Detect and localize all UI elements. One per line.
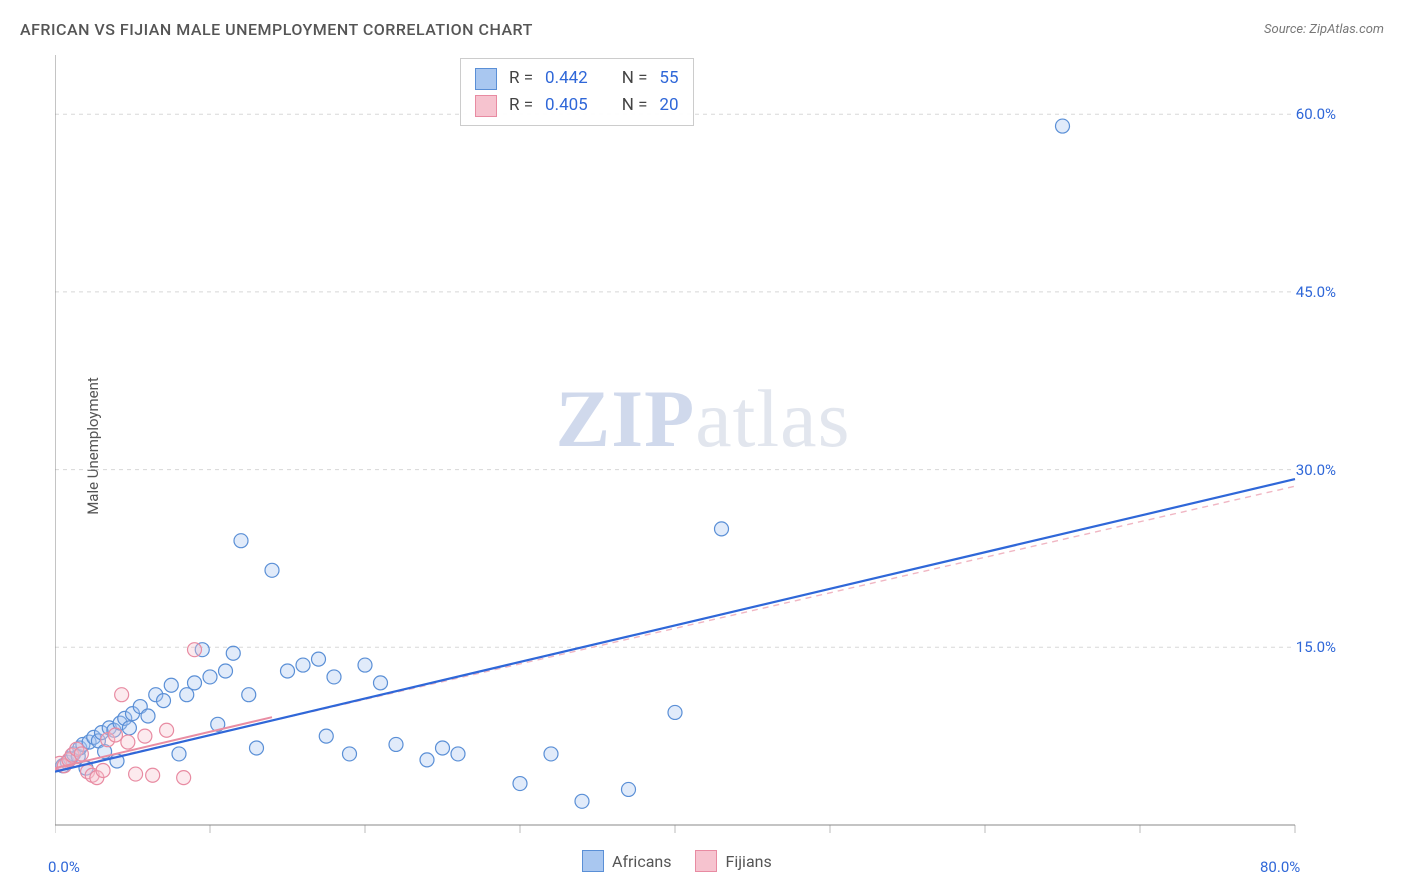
n-value: 20 [659,92,678,119]
legend-label: Fijians [725,852,771,871]
n-label: N = [622,65,648,92]
legend-item: Fijians [695,850,771,872]
y-tick-label: 15.0% [1296,638,1336,656]
stat-legend-row: R = 0.442 N = 55 [475,65,679,92]
r-value: 0.442 [545,65,588,92]
n-label: N = [622,92,648,119]
y-tick-label: 60.0% [1296,105,1336,123]
bottom-legend: Africans Fijians [582,850,772,872]
legend-swatch-icon [695,850,717,872]
r-label: R = [509,92,533,119]
x-tick-label: 0.0% [48,858,80,876]
stat-legend-row: R = 0.405 N = 20 [475,92,679,119]
r-label: R = [509,65,533,92]
legend-swatch-icon [475,95,497,117]
chart-title: AFRICAN VS FIJIAN MALE UNEMPLOYMENT CORR… [20,20,533,39]
legend-label: Africans [612,852,671,871]
plot-area [55,55,1335,845]
source-attribution: Source: ZipAtlas.com [1264,22,1384,37]
chart-svg [55,55,1335,845]
x-tick-label: 80.0% [1260,858,1300,876]
legend-item: Africans [582,850,671,872]
legend-swatch-icon [582,850,604,872]
stat-legend: R = 0.442 N = 55 R = 0.405 N = 20 [460,58,694,126]
legend-swatch-icon [475,68,497,90]
y-tick-label: 30.0% [1296,461,1336,479]
n-value: 55 [659,65,678,92]
r-value: 0.405 [545,92,588,119]
y-tick-label: 45.0% [1296,283,1336,301]
